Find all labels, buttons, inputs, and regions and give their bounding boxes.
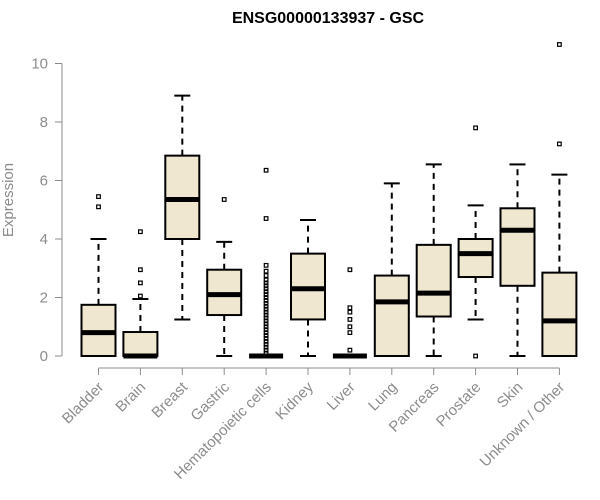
box-rect — [373, 274, 410, 357]
outlier-point — [138, 280, 143, 286]
box-pancreas — [415, 163, 452, 357]
box-bladder — [80, 194, 117, 357]
outlier-point — [96, 204, 101, 210]
outlier-point — [263, 300, 269, 306]
box-skin — [499, 163, 536, 357]
outlier-point — [263, 295, 269, 300]
outlier-point — [263, 344, 269, 350]
outlier-point — [263, 309, 269, 315]
box-rect — [499, 207, 536, 287]
y-tick-label: 6 — [40, 173, 48, 190]
y-tick-label: 4 — [40, 231, 48, 248]
x-tick-label: Kidney — [272, 378, 317, 423]
x-tick-label: Liver — [324, 379, 359, 414]
outlier-point — [263, 306, 269, 312]
y-axis: 0 2 4 6 8 10 — [31, 56, 63, 365]
y-tick-label: 8 — [40, 114, 48, 131]
y-tick-label: 2 — [40, 290, 48, 307]
outlier-point — [263, 321, 269, 327]
x-tick-label: Lung — [365, 379, 401, 415]
box-unknown-other — [541, 42, 578, 358]
box-prostate — [457, 125, 494, 359]
outlier-point — [347, 267, 353, 273]
chart-title: ENSG00000133937 - GSC — [232, 10, 425, 27]
outlier-point — [263, 283, 269, 289]
outlier-point — [263, 167, 269, 173]
outlier-point — [347, 305, 353, 311]
outlier-point — [263, 303, 269, 309]
x-tick-label: Breast — [148, 378, 191, 421]
box-lung — [373, 182, 410, 357]
outlier-point — [263, 327, 269, 333]
outlier-point — [263, 277, 269, 283]
outlier-point — [263, 289, 269, 295]
outlier-point — [556, 42, 562, 47]
box-hematopoietic-cells — [249, 167, 284, 359]
outlier-point — [263, 324, 269, 330]
outlier-point — [263, 298, 269, 303]
outlier-point — [473, 125, 478, 131]
y-axis-label: Expression — [0, 163, 17, 237]
outlier-point — [138, 293, 143, 299]
box-rect — [122, 331, 159, 358]
outlier-point — [263, 268, 269, 274]
y-tick-label: 0 — [40, 348, 48, 365]
outlier-point — [138, 229, 143, 235]
outlier-point — [263, 273, 269, 278]
box-liver — [332, 267, 367, 359]
outlier-point — [138, 267, 143, 273]
plot-area — [80, 42, 578, 359]
outlier-point — [263, 333, 269, 338]
outlier-point — [347, 330, 353, 335]
x-tick-label: Skin — [494, 379, 527, 412]
outlier-point — [263, 280, 269, 286]
box-gastric — [206, 197, 243, 357]
outlier-point — [347, 317, 353, 322]
outlier-point — [347, 347, 353, 353]
outlier-point — [263, 330, 269, 335]
box-brain — [122, 229, 159, 359]
outlier-point — [263, 341, 269, 347]
outlier-point — [347, 324, 353, 330]
outlier-point — [263, 262, 269, 268]
outlier-point — [263, 315, 269, 321]
outlier-point — [473, 353, 478, 359]
outlier-point — [263, 216, 269, 221]
outlier-point — [263, 338, 269, 344]
outlier-point — [263, 350, 269, 356]
outlier-point — [96, 194, 101, 199]
box-rect — [457, 238, 494, 279]
outlier-point — [263, 336, 269, 341]
y-tick-label: 10 — [31, 56, 48, 73]
outlier-point — [263, 347, 269, 353]
outlier-point — [347, 309, 353, 315]
outlier-point — [556, 141, 562, 147]
x-tick-label: Bladder — [59, 379, 108, 428]
box-kidney — [290, 218, 326, 357]
x-tick-label: Brain — [112, 379, 149, 416]
outlier-point — [221, 197, 227, 202]
outlier-point — [263, 286, 269, 292]
box-breast — [164, 94, 201, 321]
box-rect — [415, 243, 452, 318]
outlier-point — [263, 318, 269, 324]
outlier-point — [263, 312, 269, 318]
x-tick-label: Prostate — [433, 379, 485, 431]
outlier-point — [263, 292, 269, 297]
box-rect — [541, 271, 578, 358]
